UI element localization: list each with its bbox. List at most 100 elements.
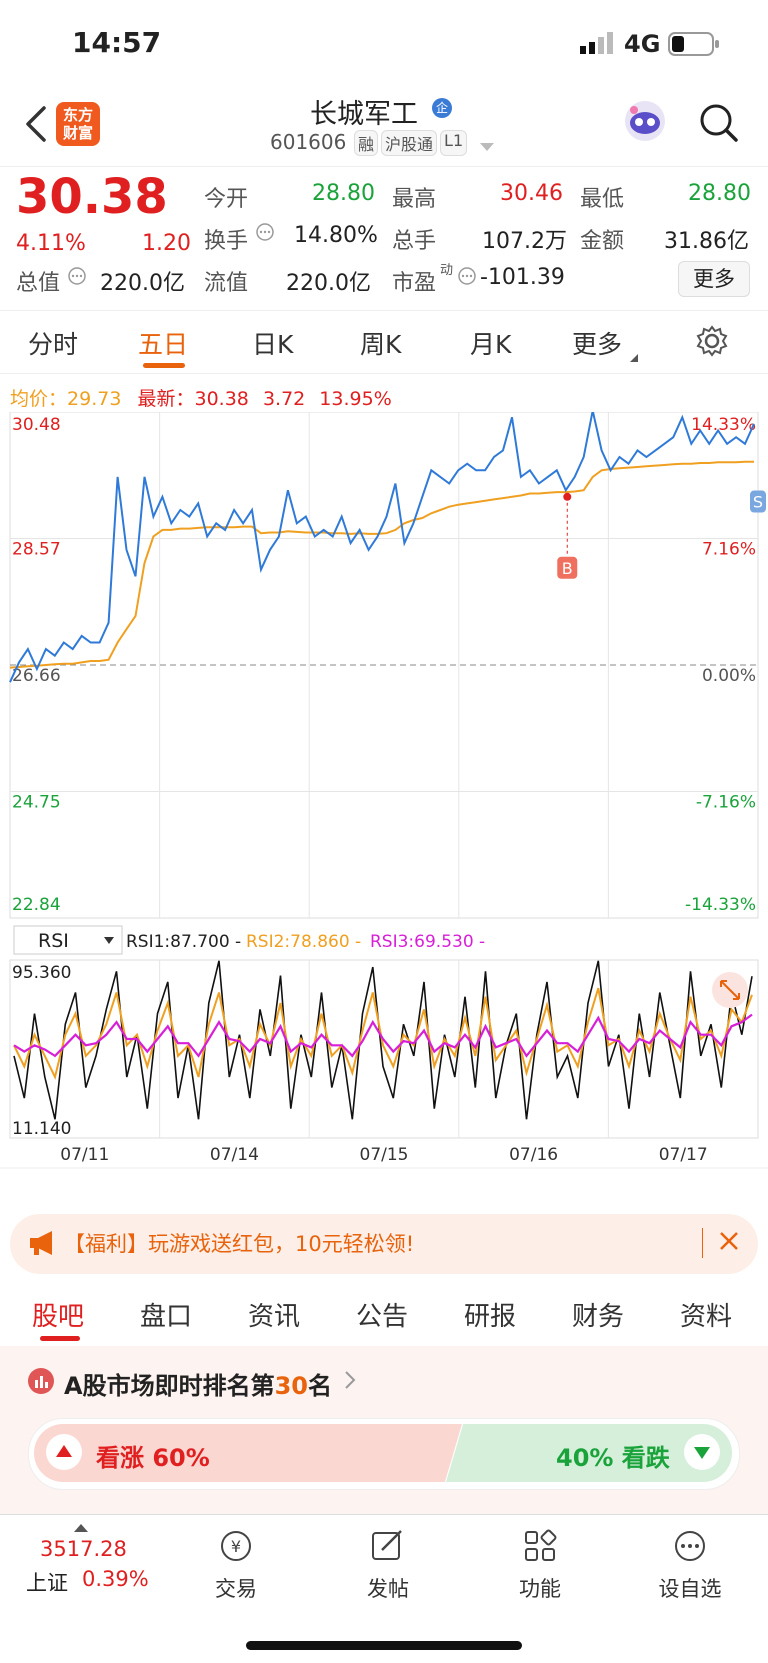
- rsi-bottom-label: 11.140: [12, 1119, 71, 1139]
- rank-suffix: 名: [307, 1372, 332, 1400]
- tag-level: L1: [440, 130, 468, 156]
- post-label: 发帖: [367, 1577, 409, 1601]
- tab-monthly-k[interactable]: 月K: [470, 330, 512, 359]
- latest-change-percent: 13.95%: [319, 388, 392, 410]
- rank-text[interactable]: A股市场即时排名第30名: [64, 1366, 332, 1401]
- rsi-dropdown-icon: [104, 937, 114, 944]
- settings-gear-icon[interactable]: [696, 325, 728, 361]
- vote-up-bar[interactable]: [34, 1424, 462, 1482]
- float-label: 流值: [204, 271, 249, 296]
- left-axis-label: 26.66: [12, 666, 61, 686]
- amount-label: 金额: [580, 229, 625, 254]
- rsi2-line: [13, 987, 753, 1080]
- home-indicator: [246, 1641, 522, 1650]
- stock-title: 长城军工: [310, 99, 418, 130]
- rank-prefix: A股市场即时排名第: [64, 1372, 275, 1400]
- change-value: 1.20: [142, 231, 191, 256]
- tab-daily-k[interactable]: 日K: [252, 330, 294, 359]
- add-watchlist-button[interactable]: 设自选: [630, 1529, 750, 1603]
- info-icon[interactable]: [68, 267, 86, 289]
- price-chart[interactable]: 30.48 28.57 26.66 24.75 22.84 14.33% 7.16% 0.00…: [0, 412, 768, 1202]
- tab-more[interactable]: 更多: [572, 330, 623, 359]
- volume-value: 107.2万: [482, 229, 567, 254]
- chart-area[interactable]: 均价：29.73 最新：30.38 3.72 13.95% 30.48 28.57…: [0, 372, 768, 1202]
- pe-label: 市盈: [392, 271, 437, 296]
- arrow-down-icon[interactable]: [684, 1434, 720, 1470]
- active-tab-indicator: [143, 363, 185, 368]
- search-icon[interactable]: [698, 102, 740, 148]
- expand-icon: [720, 980, 740, 1000]
- latest-label: 最新：: [137, 388, 195, 410]
- tab-finance[interactable]: 财务: [572, 1302, 625, 1332]
- chevron-right-icon[interactable]: [344, 1370, 356, 1394]
- megaphone-icon: [28, 1230, 58, 1260]
- rank-number: 30: [274, 1372, 308, 1400]
- banner-text: 【福利】玩游戏送红包，10元轻松领!: [64, 1232, 415, 1256]
- promo-banner[interactable]: 【福利】玩游戏送红包，10元轻松领!: [10, 1214, 758, 1274]
- edit-icon: [372, 1530, 402, 1560]
- avg-value: 29.73: [67, 388, 122, 410]
- tab-profile[interactable]: 资料: [680, 1302, 733, 1332]
- subtab-indicator: [40, 1336, 80, 1341]
- vote-down-label: 40% 看跌: [556, 1444, 670, 1472]
- rsi3-line: [13, 1013, 753, 1058]
- index-name[interactable]: 上证: [26, 1571, 68, 1595]
- tag-margin: 融: [354, 130, 379, 156]
- tab-five-day[interactable]: 五日: [138, 330, 189, 359]
- last-price: 30.38: [16, 169, 168, 225]
- turnover-label: 换手: [204, 229, 249, 254]
- amount-value: 31.86亿: [664, 229, 749, 254]
- tab-forum[interactable]: 股吧: [32, 1302, 85, 1332]
- more-button[interactable]: 更多: [678, 261, 750, 297]
- low-label: 最低: [580, 187, 625, 212]
- tab-research[interactable]: 研报: [464, 1302, 517, 1332]
- status-bar: 14:57 4G: [0, 0, 768, 88]
- sell-marker-badge: [750, 490, 766, 513]
- tab-news[interactable]: 资讯: [248, 1302, 301, 1332]
- post-button[interactable]: 发帖: [328, 1529, 448, 1603]
- bottom-bar: 3517.28 上证 0.39% ¥ 交易 发帖 功能 设自选: [0, 1514, 768, 1663]
- functions-button[interactable]: 功能: [480, 1529, 600, 1603]
- grid-icon: [525, 1529, 557, 1561]
- network-label: 4G: [624, 30, 661, 58]
- left-axis-label: 22.84: [12, 895, 61, 915]
- date-tick-label: 07/14: [210, 1145, 259, 1165]
- buy-marker-label: B: [562, 559, 573, 578]
- trade-label: 交易: [215, 1577, 257, 1601]
- mktcap-label: 总值: [16, 271, 61, 296]
- date-tick-label: 07/17: [659, 1145, 708, 1165]
- index-value[interactable]: 3517.28: [40, 1537, 127, 1561]
- add-watchlist-label: 设自选: [658, 1577, 722, 1601]
- right-axis-label: 0.00%: [702, 666, 756, 686]
- mktcap-value: 220.0亿: [100, 271, 185, 296]
- tab-orderbook[interactable]: 盘口: [140, 1302, 193, 1332]
- latest-value: 30.38: [194, 388, 249, 410]
- caret-down-icon[interactable]: [480, 138, 494, 157]
- tab-weekly-k[interactable]: 周K: [360, 330, 402, 359]
- verified-badge: 企: [432, 98, 452, 118]
- avg-price-line: [9, 460, 754, 669]
- rsi-frame: [9, 959, 759, 1139]
- rsi1-legend: RSI1:87.700 -: [126, 932, 241, 952]
- chevron-left-icon[interactable]: [22, 104, 52, 148]
- turnover-info-icon[interactable]: [256, 223, 274, 245]
- arrow-up-icon[interactable]: [46, 1434, 82, 1470]
- trade-button[interactable]: ¥ 交易: [176, 1529, 296, 1603]
- trade-icon: ¥: [221, 1531, 251, 1561]
- open-value: 28.80: [312, 181, 375, 206]
- vote-up-label: 看涨 60%: [96, 1444, 210, 1472]
- functions-label: 功能: [519, 1577, 561, 1601]
- close-icon[interactable]: [718, 1230, 740, 1256]
- svg-text:¥: ¥: [231, 1537, 241, 1556]
- robot-assistant-icon[interactable]: [622, 98, 668, 148]
- pe-info-icon[interactable]: [458, 267, 476, 289]
- date-tick-label: 07/11: [60, 1145, 109, 1165]
- left-axis-label: 24.75: [12, 793, 61, 813]
- date-tick-label: 07/15: [360, 1145, 409, 1165]
- tab-announcements[interactable]: 公告: [356, 1302, 409, 1332]
- rsi-selector-label: RSI: [38, 930, 69, 952]
- left-axis-label: 28.57: [12, 540, 61, 560]
- more-icon: [675, 1531, 705, 1561]
- tab-intraday[interactable]: 分时: [28, 330, 79, 359]
- index-percent[interactable]: 0.39%: [82, 1567, 149, 1591]
